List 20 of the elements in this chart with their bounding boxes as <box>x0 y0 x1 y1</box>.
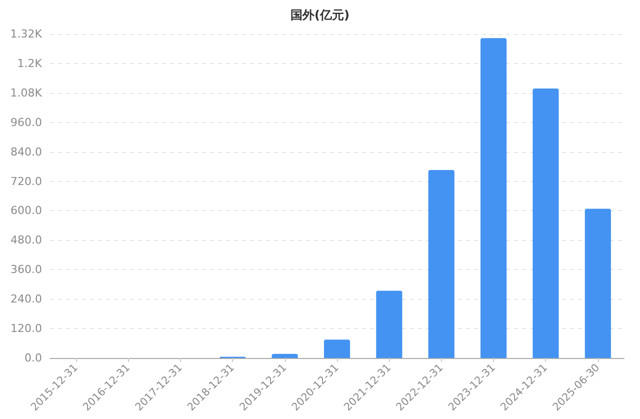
y-tick-label: 1.32K <box>10 28 43 40</box>
y-tick-label: 720.0 <box>10 174 42 188</box>
y-tick-label: 1.08K <box>10 86 43 100</box>
bar <box>532 88 559 358</box>
y-tick-label: 480.0 <box>10 234 42 247</box>
y-tick-label: 360.0 <box>10 263 42 276</box>
y-tick-label: 840.0 <box>10 145 42 158</box>
y-tick-label: 600.0 <box>10 204 42 218</box>
y-tick-label: 1.2K <box>17 56 43 70</box>
bar <box>376 290 402 358</box>
chart-title: 国外(亿元) <box>290 8 350 22</box>
y-tick-label: 120.0 <box>10 322 42 336</box>
bar <box>480 38 507 358</box>
y-tick-label: 0.0 <box>24 352 42 364</box>
bar <box>324 340 350 358</box>
y-tick-label: 960.0 <box>10 116 42 129</box>
y-tick-label: 240.0 <box>10 292 42 306</box>
bar <box>584 208 611 358</box>
bar <box>428 170 454 358</box>
bar <box>272 354 298 358</box>
